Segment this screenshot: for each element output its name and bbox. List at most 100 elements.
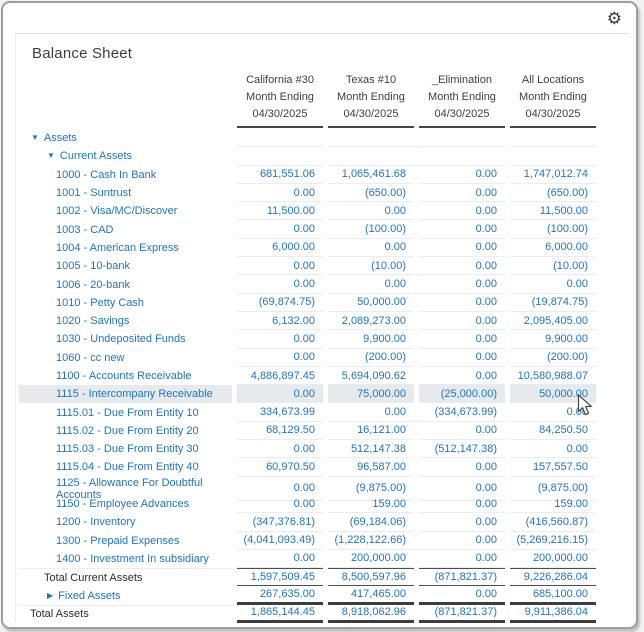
cell-value[interactable]: (9,875.00) (328, 477, 414, 501)
cell-value[interactable]: 9,900.00 (328, 330, 414, 349)
row-label[interactable]: 1125 - Allowance For Doubtful Accounts (56, 476, 203, 501)
cell-value[interactable]: 1,065,461.68 (328, 166, 414, 184)
row-label[interactable]: 1002 - Visa/MC/Discover (56, 205, 178, 218)
cell-value[interactable]: 0.00 (328, 202, 414, 221)
cell-value[interactable]: (650.00) (510, 184, 596, 203)
cell-value[interactable]: 159.00 (510, 495, 596, 514)
cell-value[interactable]: 0.00 (419, 275, 505, 294)
cell-value[interactable]: 0.00 (510, 403, 596, 422)
cell-value[interactable]: 0.00 (328, 275, 414, 294)
cell-value[interactable]: (650.00) (328, 184, 414, 203)
row-label[interactable]: 1020 - Savings (56, 315, 130, 328)
cell-value[interactable]: 96,587.00 (328, 458, 414, 477)
cell-value[interactable]: 0.00 (419, 367, 505, 386)
row-label[interactable]: 1001 - Suntrust (56, 187, 132, 200)
cell-value[interactable]: 157,557.50 (510, 458, 596, 477)
cell-value[interactable]: 0.00 (510, 275, 596, 294)
cell-value[interactable]: (100.00) (328, 220, 414, 239)
cell-value[interactable]: 10,580,988.07 (510, 367, 596, 386)
cell-value[interactable]: 9,226,286.04 (510, 568, 596, 587)
row-label[interactable]: Fixed Assets (58, 589, 121, 602)
cell-value[interactable]: 0.00 (419, 166, 505, 184)
cell-value[interactable]: 1,747,012.74 (510, 166, 596, 184)
cell-value[interactable]: 0.00 (419, 294, 505, 312)
cell-value[interactable]: 75,000.00 (328, 385, 414, 404)
cell-value[interactable]: 0.00 (419, 422, 505, 441)
row-label[interactable]: 1004 - American Express (56, 241, 179, 254)
cell-value[interactable]: (10.00) (328, 257, 414, 276)
cell-value[interactable]: (9,875.00) (510, 477, 596, 501)
cell-value[interactable]: 0.00 (419, 349, 505, 367)
cell-value[interactable]: 0.00 (419, 495, 505, 514)
row-label[interactable]: 1100 - Accounts Receivable (56, 370, 192, 382)
cell-value[interactable]: 0.00 (237, 184, 323, 203)
row-label[interactable]: 1400 - Investment In subsidiary (56, 552, 209, 565)
cell-value[interactable]: (871,821.37) (419, 605, 505, 624)
cell-value[interactable]: 0.00 (237, 349, 323, 367)
cell-value[interactable]: 8,500,597.96 (328, 568, 414, 587)
row-label[interactable]: 1115.02 - Due From Entity 20 (56, 424, 199, 437)
cell-value[interactable]: (416,560.87) (510, 513, 596, 532)
cell-value[interactable]: (10.00) (510, 257, 596, 276)
cell-value[interactable]: 68,129.50 (237, 422, 323, 441)
cell-value[interactable]: 417,465.00 (328, 586, 414, 605)
cell-value[interactable]: 0.00 (237, 440, 323, 459)
cell-value[interactable]: 267,635.00 (237, 586, 323, 605)
cell-value[interactable]: 4,886,897.45 (237, 367, 323, 386)
cell-value[interactable]: 200,000.00 (510, 550, 596, 569)
cell-value[interactable]: 2,095,405.00 (510, 312, 596, 331)
row-label[interactable]: 1300 - Prepaid Expenses (56, 534, 180, 547)
triangle-right-icon[interactable]: ▶ (47, 590, 54, 600)
cell-value[interactable]: 0.00 (419, 532, 505, 550)
cell-value[interactable]: 0.00 (237, 385, 323, 404)
cell-value[interactable]: (334,673.99) (419, 403, 505, 422)
cell-value[interactable]: 0.00 (419, 513, 505, 532)
cell-value[interactable]: 1,597,509.45 (237, 568, 323, 587)
cell-value[interactable]: 9,900.00 (510, 330, 596, 349)
cell-value[interactable]: 0.00 (328, 403, 414, 422)
row-label[interactable]: Assets (43, 132, 77, 145)
cell-value[interactable]: 6,132.00 (237, 312, 323, 331)
row-label[interactable]: 1005 - 10-bank (56, 260, 130, 273)
cell-value[interactable]: 0.00 (419, 477, 505, 501)
cell-value[interactable]: 0.00 (419, 550, 505, 569)
row-label[interactable]: 1003 - CAD (56, 223, 114, 236)
cell-value[interactable]: (4,041,093.49) (237, 532, 323, 550)
row-label[interactable]: 1000 - Cash In Bank (56, 168, 157, 181)
cell-value[interactable]: (347,376.81) (237, 513, 323, 532)
cell-value[interactable]: 0.00 (419, 239, 505, 258)
cell-value[interactable]: 1,865,144.45 (237, 605, 323, 624)
cell-value[interactable]: 200,000.00 (328, 550, 414, 569)
row-label[interactable]: 1200 - Inventory (56, 516, 136, 529)
cell-value[interactable]: (69,874.75) (237, 294, 323, 312)
triangle-down-icon[interactable]: ▼ (31, 133, 39, 143)
cell-value[interactable]: (100.00) (510, 220, 596, 239)
cell-value[interactable]: 16,121.00 (328, 422, 414, 441)
row-label[interactable]: 1030 - Undeposited Funds (56, 333, 186, 346)
cell-value[interactable]: 0.00 (237, 257, 323, 276)
cell-value[interactable]: 5,694,090.62 (328, 367, 414, 386)
cell-value[interactable]: (1,228,122.66) (328, 532, 414, 550)
cell-value[interactable]: 0.00 (419, 257, 505, 276)
cell-value[interactable]: 50,000.00 (328, 294, 414, 312)
row-label[interactable]: Current Assets (59, 150, 133, 163)
row-label[interactable]: 1115 - Intercompany Receivable (56, 388, 213, 401)
row-label[interactable]: 1010 - Petty Cash (56, 296, 145, 309)
cell-value[interactable]: (200.00) (510, 349, 596, 367)
cell-value[interactable]: (512,147.38) (419, 440, 505, 459)
cell-value[interactable]: 6,000.00 (237, 239, 323, 258)
cell-value[interactable]: (69,184.06) (328, 513, 414, 532)
cell-value[interactable]: 8,918,062.96 (328, 605, 414, 624)
cell-value[interactable]: 50,000.00 (510, 385, 596, 404)
cell-value[interactable]: 0.00 (328, 239, 414, 258)
cell-value[interactable]: (25,000.00) (419, 385, 505, 404)
cell-value[interactable]: 0.00 (419, 220, 505, 239)
cell-value[interactable]: 6,000.00 (510, 239, 596, 258)
cell-value[interactable]: 0.00 (419, 202, 505, 221)
cell-value[interactable]: 685,100.00 (510, 586, 596, 605)
cell-value[interactable]: 0.00 (237, 330, 323, 349)
cell-value[interactable]: 159.00 (328, 495, 414, 514)
cell-value[interactable]: 0.00 (237, 495, 323, 514)
cell-value[interactable]: 60,970.50 (237, 458, 323, 477)
cell-value[interactable]: 11,500.00 (237, 202, 323, 221)
